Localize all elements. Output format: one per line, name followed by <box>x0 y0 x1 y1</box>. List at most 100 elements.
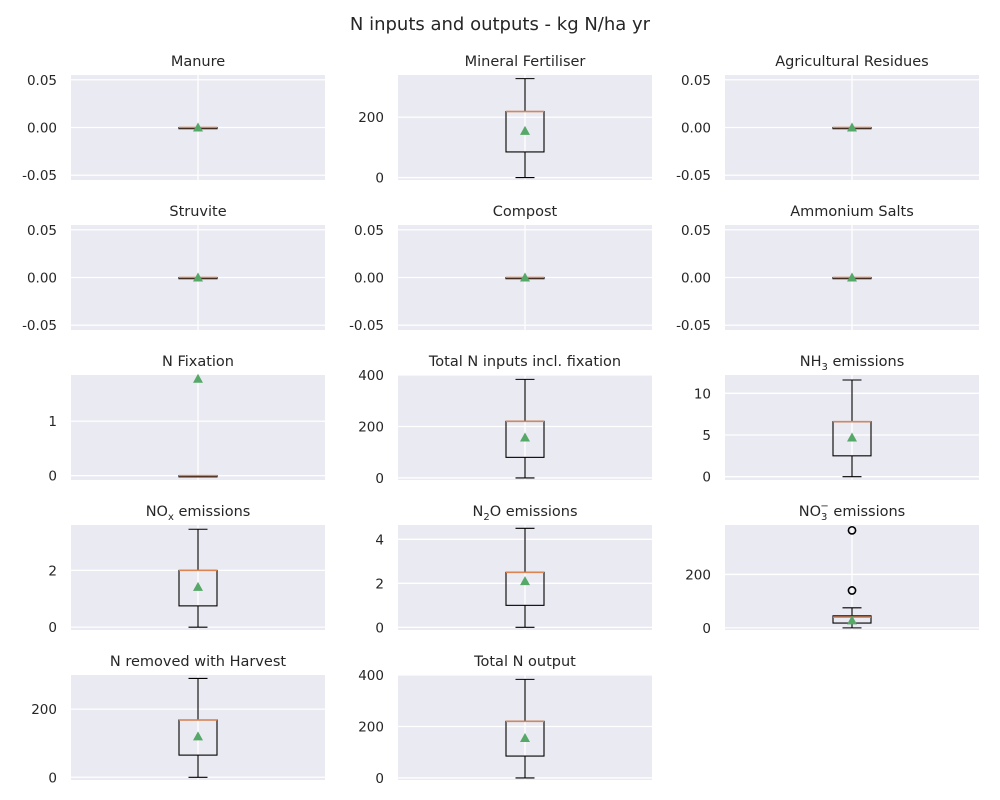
y-tick-label: 0 <box>48 469 57 485</box>
panel-title-text: emissions <box>828 354 904 370</box>
subplot-panel: 400 200 0 Total N output <box>358 654 652 787</box>
mean-marker <box>193 272 203 282</box>
subplot-panel: 1 0 N Fixation <box>48 354 325 485</box>
subplot-panel: 0.05 0.00 -0.05 Manure <box>22 54 325 184</box>
subplot-panel: 10 5 0 NH3 emissions <box>694 354 979 486</box>
panel-title-text: Compost <box>493 204 558 220</box>
panel-title: Mineral Fertiliser <box>465 54 586 70</box>
y-tick-label: 2 <box>375 576 384 592</box>
outlier-point <box>847 525 857 535</box>
mean-marker <box>520 125 530 135</box>
y-tick-label: -0.05 <box>22 318 57 334</box>
panel-title-subscript: 2 <box>483 512 489 523</box>
panel-title: NOx emissions <box>146 504 251 523</box>
panel-title: NO3− emissions <box>799 501 905 523</box>
mean-marker <box>193 581 203 591</box>
panel-title: Compost <box>493 204 558 220</box>
panel-title: N Fixation <box>162 354 234 370</box>
panel-title: Agricultural Residues <box>775 54 928 70</box>
y-tick-label: 0.05 <box>681 73 711 89</box>
mean-marker <box>520 432 530 442</box>
y-tick-label: 200 <box>31 702 57 718</box>
panel-title: Struvite <box>169 204 226 220</box>
panel-title-subscript: 3 <box>821 362 827 373</box>
panel-title: Ammonium Salts <box>790 204 914 220</box>
y-tick-label: 200 <box>358 419 384 435</box>
y-tick-label: 200 <box>358 719 384 735</box>
mean-marker <box>193 122 203 132</box>
mean-marker <box>847 615 857 625</box>
panel-title-text: Ammonium Salts <box>790 204 914 220</box>
y-tick-label: 0 <box>375 171 384 187</box>
y-tick-label: 400 <box>358 368 384 384</box>
panel-title: NH3 emissions <box>800 354 905 373</box>
mean-marker <box>193 731 203 741</box>
y-tick-label: 0.05 <box>27 73 57 89</box>
y-tick-label: 0 <box>375 771 384 787</box>
panel-title: Total N output <box>473 654 576 670</box>
panel-title-text: Manure <box>171 54 225 70</box>
y-tick-label: 4 <box>375 532 384 548</box>
panel-title-text: Total N inputs incl. fixation <box>428 354 621 370</box>
y-tick-label: 0 <box>48 770 57 786</box>
panel-title-text: O emissions <box>490 504 578 520</box>
subplot-panel: 200 0 N removed with Harvest <box>31 654 325 786</box>
panel-title-text: Total N output <box>473 654 576 670</box>
subplot-panel: 200 0 Mineral Fertiliser <box>358 54 652 187</box>
subplot-panel: 400 200 0 Total N inputs incl. fixation <box>358 354 652 487</box>
y-tick-label: 0.00 <box>27 271 57 287</box>
panel-title: N2O emissions <box>472 504 577 523</box>
mean-marker <box>193 373 203 383</box>
y-tick-label: 0 <box>702 621 711 637</box>
outlier-point <box>847 586 857 595</box>
y-tick-label: 0 <box>375 620 384 636</box>
y-tick-label: -0.05 <box>676 318 711 334</box>
y-tick-label: 0.05 <box>681 223 711 239</box>
subplot-panel: 0.05 0.00 -0.05 Struvite <box>22 204 325 334</box>
y-tick-label: 10 <box>694 386 711 402</box>
panel-title-text: Struvite <box>169 204 226 220</box>
subplot-panel: 0.05 0.00 -0.05 Agricultural Residues <box>676 54 979 184</box>
figure-title: N inputs and outputs - kg N/ha yr <box>350 14 651 35</box>
y-tick-label: 0.05 <box>27 223 57 239</box>
y-tick-label: 400 <box>358 668 384 684</box>
panel-title: Manure <box>171 54 225 70</box>
mean-marker <box>847 432 857 442</box>
y-tick-label: 0.00 <box>681 121 711 137</box>
y-tick-label: 0.00 <box>27 121 57 137</box>
y-tick-label: 0.00 <box>681 271 711 287</box>
y-tick-label: 0.05 <box>354 223 384 239</box>
y-tick-label: 200 <box>685 567 711 583</box>
y-tick-label: 0.00 <box>354 271 384 287</box>
y-tick-label: -0.05 <box>22 168 57 184</box>
panel-title-text: emissions <box>829 504 905 520</box>
panel-title-superscript: − <box>820 501 828 512</box>
subplot-panel: 2 0 NOx emissions <box>48 504 325 636</box>
panel-title-text: N Fixation <box>162 354 234 370</box>
y-tick-label: 0 <box>375 471 384 487</box>
panel-title-text: NH <box>800 354 822 370</box>
mean-marker <box>520 576 530 586</box>
subplot-panel: 0.05 0.00 -0.05 Ammonium Salts <box>676 204 979 334</box>
mean-marker <box>847 272 857 282</box>
y-tick-label: 2 <box>48 563 57 579</box>
panel-title-text: NO <box>146 504 168 520</box>
panel-title-subscript: 3 <box>821 512 827 523</box>
panel-title: N removed with Harvest <box>110 654 287 670</box>
mean-marker <box>847 122 857 132</box>
panel-title-subscript: x <box>168 512 174 523</box>
y-tick-label: 1 <box>48 414 57 430</box>
panel-title-text: NO <box>799 504 821 520</box>
panel-title-text: Agricultural Residues <box>775 54 928 70</box>
subplot-panel: 0.05 0.00 -0.05 Compost <box>349 204 652 334</box>
panel-title-text: N <box>472 504 483 520</box>
panel-title-text: N removed with Harvest <box>110 654 287 670</box>
y-tick-label: 0 <box>48 620 57 636</box>
mean-marker <box>520 733 530 743</box>
y-tick-label: -0.05 <box>676 168 711 184</box>
panel-title: Total N inputs incl. fixation <box>428 354 621 370</box>
y-tick-label: -0.05 <box>349 318 384 334</box>
